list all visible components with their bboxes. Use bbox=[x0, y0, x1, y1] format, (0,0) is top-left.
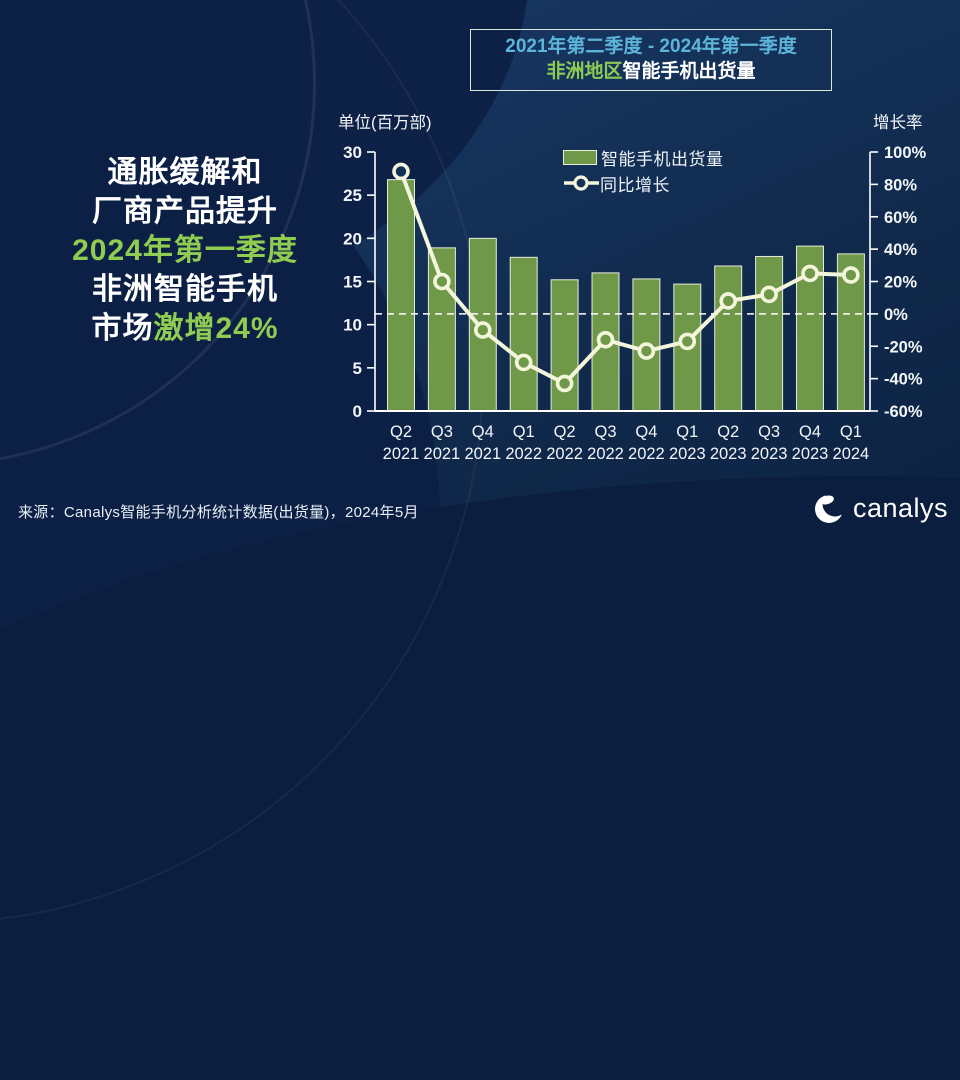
bar-Q3-2021 bbox=[427, 247, 456, 412]
chart-title-box: 2021年第二季度 - 2024年第一季度 非洲地区智能手机出货量 bbox=[470, 29, 832, 91]
growth-marker-Q1-2024 bbox=[842, 266, 860, 284]
bar-Q2-2023 bbox=[714, 265, 743, 412]
axis-label: Q1 bbox=[676, 423, 698, 441]
chart-title-subject: 非洲地区智能手机出货量 bbox=[471, 59, 831, 84]
axis-label: Q2 bbox=[717, 423, 739, 441]
axis-label: 2023 bbox=[751, 445, 788, 463]
axis-label: Q3 bbox=[758, 423, 780, 441]
axis-label: 2022 bbox=[505, 445, 542, 463]
growth-marker-Q3-2021 bbox=[433, 272, 451, 291]
canalys-swoosh-icon bbox=[815, 491, 846, 523]
chart-area: 0 5 10 15 20 25 30 100% 80% 60% 40% 20% 0% -20% -40% -6… bbox=[320, 100, 960, 500]
axis-label: 2023 bbox=[710, 445, 747, 463]
axis-label: 2021 bbox=[464, 445, 501, 463]
axis-label: Q2 bbox=[554, 423, 576, 441]
axis-label: Q4 bbox=[799, 423, 821, 441]
axis-label: 60% bbox=[884, 209, 917, 227]
axis-label: 2021 bbox=[424, 445, 461, 463]
axis-label: 2024 bbox=[833, 445, 870, 463]
growth-line bbox=[399, 169, 853, 386]
legend-bar-label: 智能手机出货量 bbox=[601, 149, 724, 169]
growth-marker-Q2-2023 bbox=[719, 292, 738, 310]
bar-Q1-2022 bbox=[509, 256, 538, 412]
bar-Q3-2023 bbox=[755, 255, 784, 412]
axis-label: 5 bbox=[353, 359, 362, 378]
axis-label: 2023 bbox=[792, 445, 829, 463]
shipments-growth-chart: 0 5 10 15 20 25 30 100% 80% 60% 40% 20% 0% -20% -40% -6… bbox=[338, 113, 927, 463]
bar-Q2-2021 bbox=[387, 179, 415, 412]
source-note: 来源：Canalys智能手机分析统计数据(出货量)，2024年5月 bbox=[18, 504, 419, 521]
axis-label: 0 bbox=[353, 402, 362, 421]
legend-line-marker-icon bbox=[564, 175, 599, 191]
growth-marker-Q1-2023 bbox=[678, 332, 697, 351]
axis-label: Q4 bbox=[472, 423, 494, 441]
growth-marker-Q2-2022 bbox=[555, 374, 574, 393]
axis-label: Q3 bbox=[431, 423, 453, 441]
axis-label: 10 bbox=[343, 316, 362, 335]
growth-marker-Q4-2023 bbox=[801, 264, 819, 283]
chart-title-period: 2021年第二季度 - 2024年第一季度 bbox=[505, 36, 797, 57]
growth-marker-Q4-2022 bbox=[637, 342, 656, 360]
growth-marker-Q3-2023 bbox=[760, 285, 778, 304]
chart-title-metric: 智能手机出货量 bbox=[622, 61, 756, 82]
headline: 通胀缓解和 厂商产品提升 2024年第一季度 非洲智能手机 市场激增24% bbox=[30, 153, 340, 348]
axis-label: 2022 bbox=[628, 445, 665, 463]
axis-label: 增长率 bbox=[873, 113, 923, 132]
chart-legend: 智能手机出货量 同比增长 bbox=[563, 144, 724, 196]
growth-marker-Q1-2022 bbox=[514, 353, 533, 372]
axis-label: 2022 bbox=[546, 445, 583, 463]
axis-label: 30 bbox=[343, 143, 362, 162]
axis-label: -20% bbox=[884, 338, 923, 356]
axis-label: -60% bbox=[884, 403, 923, 421]
canalys-logo: canalys bbox=[812, 491, 948, 525]
headline-line-2: 厂商产品提升 bbox=[92, 195, 278, 228]
axis-label: 单位(百万部) bbox=[338, 113, 432, 132]
legend-bar-swatch bbox=[563, 149, 597, 165]
axis-label: Q2 bbox=[390, 423, 412, 441]
axis-label: Q4 bbox=[635, 423, 657, 441]
growth-marker-Q4-2021 bbox=[474, 321, 492, 339]
chart-title-region: 非洲地区 bbox=[546, 61, 623, 82]
axis-label: 20% bbox=[884, 274, 917, 292]
axis-label: 15 bbox=[343, 273, 362, 292]
growth-marker-Q2-2021 bbox=[392, 162, 410, 181]
axis-label: 2022 bbox=[587, 445, 624, 463]
headline-line-5-green: 激增24% bbox=[153, 312, 279, 345]
axis-label: Q1 bbox=[840, 423, 862, 441]
axis-label: 80% bbox=[884, 176, 917, 194]
axis-label: 40% bbox=[884, 241, 917, 259]
legend-row-bars: 智能手机出货量 bbox=[563, 144, 724, 170]
headline-line-5-white: 市场 bbox=[91, 312, 154, 345]
headline-line-4: 非洲智能手机 bbox=[92, 273, 278, 306]
canalys-wordmark: canalys bbox=[853, 492, 949, 523]
growth-marker-Q3-2022 bbox=[596, 330, 615, 349]
axis-label: 2023 bbox=[669, 445, 706, 463]
headline-line-5: 市场激增24% bbox=[30, 309, 340, 348]
headline-line-1: 通胀缓解和 bbox=[107, 156, 263, 189]
axis-label: -40% bbox=[884, 371, 923, 389]
axis-label: 100% bbox=[884, 144, 927, 162]
axis-label: 25 bbox=[343, 186, 362, 205]
axis-label: Q1 bbox=[513, 423, 535, 441]
axis-label: 20 bbox=[343, 229, 362, 248]
axis-label: Q3 bbox=[594, 423, 616, 441]
axis-label: 2021 bbox=[383, 445, 420, 463]
legend-row-line: 同比增长 bbox=[563, 170, 724, 196]
axis-label: 0% bbox=[884, 306, 908, 324]
legend-line-label: 同比增长 bbox=[600, 175, 670, 195]
headline-line-3: 2024年第一季度 bbox=[72, 234, 298, 267]
